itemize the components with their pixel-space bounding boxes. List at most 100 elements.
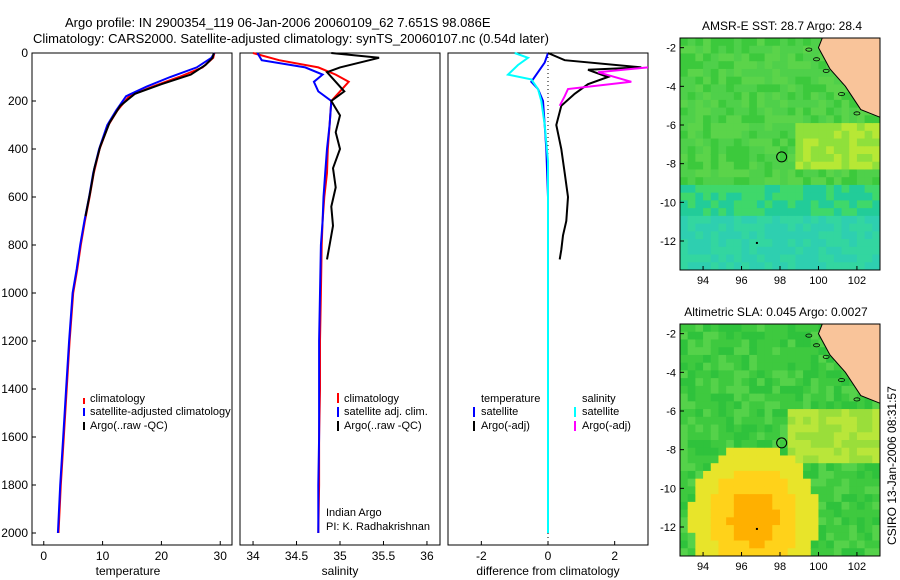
map-cell: [833, 362, 843, 371]
map-cell: [710, 331, 720, 341]
legend-climatology: climatology: [90, 393, 146, 405]
map-cell: [718, 123, 727, 132]
map-cell: [756, 339, 766, 348]
map-cell: [780, 486, 789, 495]
map-cell: [856, 478, 866, 487]
map-cell: [841, 416, 850, 426]
map-cell: [810, 416, 820, 426]
map-cell: [803, 370, 812, 379]
map-cell: [756, 424, 766, 433]
map-cell: [826, 154, 835, 163]
map-cell: [703, 385, 712, 395]
map-cell: [718, 192, 727, 201]
map-cell: [772, 138, 781, 147]
map-cell: [849, 215, 858, 225]
map-cell: [741, 262, 750, 270]
map-cell: [687, 84, 696, 93]
map-cell: [826, 540, 835, 549]
map-cell: [703, 378, 712, 387]
map-cell: [749, 107, 758, 116]
map-cell: [787, 362, 796, 371]
map-cell: [687, 378, 696, 387]
map-cell: [810, 208, 820, 217]
map-cell: [718, 517, 727, 526]
map-cell: [695, 223, 704, 232]
map-cell: [849, 478, 858, 487]
map-cell: [795, 501, 804, 511]
temperature-legend: climatology satellite-adjusted climatolo…: [83, 393, 231, 432]
map-cell: [749, 532, 758, 542]
map-cell: [749, 324, 758, 333]
map-cell: [703, 208, 712, 217]
map-cell: [780, 38, 789, 47]
map-cell: [787, 339, 796, 348]
map-cell: [795, 455, 804, 464]
map-cell: [741, 393, 750, 402]
map-cell: [764, 254, 773, 263]
y-tick-label: -4: [666, 367, 676, 379]
map-cell: [849, 254, 858, 263]
map-cell: [733, 262, 743, 270]
map-cell: [864, 440, 873, 449]
map-cell: [795, 478, 804, 487]
island: [813, 343, 820, 348]
map-cell: [780, 223, 789, 232]
map-cell: [795, 409, 804, 418]
map-cell: [756, 208, 766, 217]
map-cell: [710, 99, 720, 109]
map-cell: [795, 154, 804, 163]
map-cell: [772, 45, 781, 55]
map-cell: [772, 107, 781, 116]
map-cell: [718, 76, 727, 85]
map-cell: [733, 231, 743, 240]
legend-diff-salinity: salinity: [582, 393, 616, 405]
map-cell: [787, 115, 796, 124]
map-cell: [872, 138, 880, 147]
map-cell: [695, 501, 704, 511]
map-cell: [687, 169, 696, 178]
map-cell: [733, 107, 743, 116]
map-cell: [780, 239, 789, 248]
map-cell: [710, 455, 720, 464]
map-cell: [741, 470, 750, 480]
map-cell: [764, 339, 773, 348]
map-cell: [818, 409, 827, 418]
map-cell: [833, 548, 843, 556]
map-cell: [710, 76, 720, 85]
map-cell: [856, 130, 866, 140]
map-cell: [756, 440, 766, 449]
map-cell: [756, 215, 766, 225]
map-cell: [718, 347, 727, 356]
map-cell: [872, 130, 880, 140]
map-cell: [818, 254, 827, 263]
map-cell: [787, 92, 796, 101]
map-cell: [703, 200, 712, 209]
map-cell: [772, 416, 781, 426]
map-cell: [687, 262, 696, 270]
map-cell: [856, 215, 866, 225]
map-cell: [718, 223, 727, 232]
map-cell: [795, 161, 804, 171]
map-cell: [764, 45, 773, 55]
map-cell: [780, 470, 789, 480]
map-cell: [718, 331, 727, 341]
map-cell: [687, 99, 696, 109]
map-cell: [833, 223, 843, 232]
map-cell: [764, 200, 773, 209]
y-tick-label: 1600: [1, 430, 28, 444]
map-cell: [733, 177, 743, 186]
map-cell: [826, 416, 835, 426]
map-cell: [795, 385, 804, 395]
map-cell: [856, 184, 866, 194]
map-cell: [780, 370, 789, 379]
map-cell: [741, 123, 750, 132]
map-cell: [833, 478, 843, 487]
map-cell: [718, 254, 727, 263]
map-cell: [872, 525, 880, 534]
map-cell: [872, 239, 880, 248]
map-cell: [818, 416, 827, 426]
map-cell: [718, 154, 727, 163]
map-cell: [772, 331, 781, 341]
map-cell: [772, 532, 781, 542]
map-cell: [787, 138, 796, 147]
